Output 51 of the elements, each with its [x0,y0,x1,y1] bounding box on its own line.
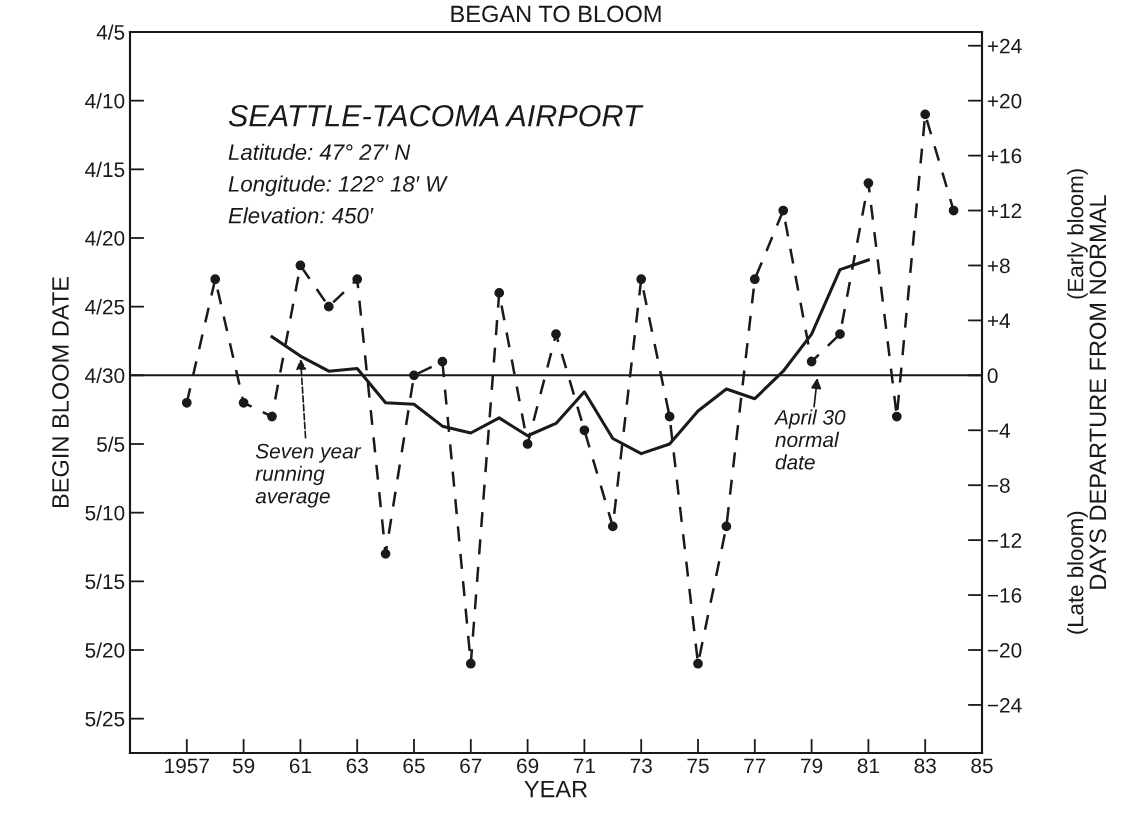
x-axis-title: YEAR [524,780,588,798]
x-tick-label: 63 [346,758,368,774]
y-tick-label: 4/5 [96,24,125,40]
annotation: Seven year running average [255,443,362,508]
y-tick-label: 5/15 [85,573,125,590]
y-tick-label: 5/20 [85,642,125,658]
y2-tick-label: −4 [987,423,1010,438]
x-tick-label: 59 [232,758,255,774]
y-tick-label: 4/25 [85,299,125,315]
x-tick-label: 79 [801,758,823,774]
y2-tick-label: −20 [987,643,1022,658]
x-tick-label: 67 [460,758,482,774]
x-tick-label: 61 [289,758,311,774]
annotation: April 30 normal date [773,409,846,470]
x-tick-label: 81 [857,758,879,774]
x-tick-label: 73 [630,758,652,774]
x-tick-label: 69 [517,758,539,774]
x-tick-label: 77 [744,758,766,773]
y2-tick-label: −16 [987,588,1022,603]
y2-tick-label: +24 [987,38,1022,54]
x-tick-label: 65 [403,758,425,774]
x-tick-label: 71 [573,758,595,773]
y-tick-label: 4/30 [85,367,125,384]
y-tick-label: 5/10 [85,505,125,521]
annotation: Elevation: 450′ [228,207,374,224]
x-tick-label: 83 [914,758,936,774]
text: (Early bloom) [1067,169,1088,299]
chart-title: BEGAN TO BLOOM [451,5,661,23]
y2-tick-label: +20 [987,93,1022,109]
y2-tick-label: 0 [987,368,998,384]
annotation: Latitude: 47° 27′ N [228,143,411,161]
y2-tick-label: +16 [987,148,1022,164]
y2-tick-label: −8 [987,478,1010,493]
y2-tick-label: +4 [987,313,1010,328]
y2-tick-label: −12 [987,533,1022,548]
y-tick-label: 5/25 [85,711,125,727]
x-tick-label: 1957 [165,758,209,774]
y-tick-label: 4/20 [85,230,125,246]
y-tick-label: 4/15 [85,161,125,178]
y-tick-label: 4/10 [85,93,125,109]
annotation: Longitude: 122° 18′ W [228,175,448,197]
text: (Late bloom) [1067,511,1088,634]
y2-tick-label: −24 [987,697,1022,713]
y-axis-title: BEGIN BLOOM DATE [52,276,69,508]
x-tick-label: 85 [971,758,993,774]
y2-axis-title: DAYS DEPARTURE FROM NORMAL [1089,195,1107,589]
y2-tick-label: +12 [987,203,1022,219]
annotation: SEATTLE-TACOMA AIRPORT [228,104,644,127]
y-tick-label: 5/5 [97,436,125,452]
x-tick-label: 75 [687,758,709,774]
y2-tick-label: +8 [987,258,1010,274]
